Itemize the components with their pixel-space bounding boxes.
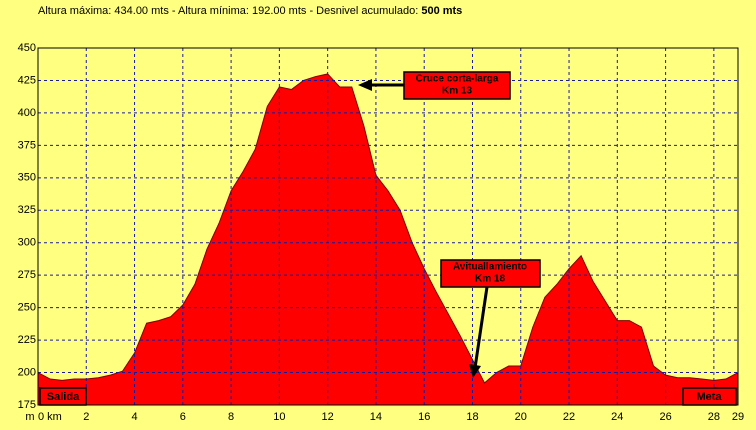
annotation-text: Avituallamiento (453, 262, 527, 273)
y-tick-label: 450 (18, 42, 36, 54)
y-tick-label: 350 (18, 172, 36, 184)
y-tick-label: 275 (18, 269, 36, 281)
x-tick-label: 2 (83, 411, 89, 423)
end-label: Meta (696, 391, 722, 403)
x-tick-label: 18 (466, 411, 478, 423)
x-tick-label: 14 (370, 411, 382, 423)
x-tick-label: 4 (131, 411, 137, 423)
y-tick-label: 425 (18, 74, 36, 86)
x-tick-label: 28 (708, 411, 720, 423)
x-tick-label: 26 (659, 411, 671, 423)
y-tick-label: 200 (18, 366, 36, 378)
y-tick-label: 225 (18, 334, 36, 346)
y-tick-label: 325 (18, 204, 36, 216)
y-tick-label: 300 (18, 237, 36, 249)
title-bold: 500 mts (421, 5, 462, 17)
title-text: Altura máxima: 434.00 mts - Altura mínim… (38, 5, 421, 17)
arrow-head (358, 79, 372, 91)
y-tick-label: 375 (18, 139, 36, 151)
x-tick-label: 16 (418, 411, 430, 423)
chart-title: Altura máxima: 434.00 mts - Altura mínim… (38, 5, 462, 17)
arrow-head (469, 364, 481, 378)
annotation-box (440, 259, 541, 288)
arrow-shaft (473, 286, 489, 369)
y-tick-label: 400 (18, 107, 36, 119)
x-tick-label: 6 (180, 411, 186, 423)
x-tick-label: 20 (515, 411, 527, 423)
start-label: Salida (47, 391, 80, 403)
annotation-text: Km 18 (475, 274, 505, 285)
x-tick-label: 10 (273, 411, 285, 423)
x-tick-label: 29 (732, 411, 744, 423)
annotation-text: Km 13 (442, 86, 472, 97)
y-tick-label: 175 (18, 399, 36, 411)
y-tick-label: 250 (18, 302, 36, 314)
y-axis-unit: m (25, 411, 34, 423)
x-tick-label: 8 (228, 411, 234, 423)
annotation-box (403, 71, 511, 100)
elevation-area (37, 73, 739, 406)
end-box (682, 387, 737, 406)
start-box (39, 387, 87, 406)
x-tick-label: 0 km (38, 411, 62, 423)
x-tick-label: 24 (611, 411, 623, 423)
plot-border (37, 47, 739, 406)
annotation-text: Cruce corta-larga (416, 74, 499, 85)
x-tick-label: 12 (322, 411, 334, 423)
x-tick-label: 22 (563, 411, 575, 423)
plot-area: 175 200 225 250 275 300 325 350 375 400 425 450 0 km… (18, 42, 744, 423)
